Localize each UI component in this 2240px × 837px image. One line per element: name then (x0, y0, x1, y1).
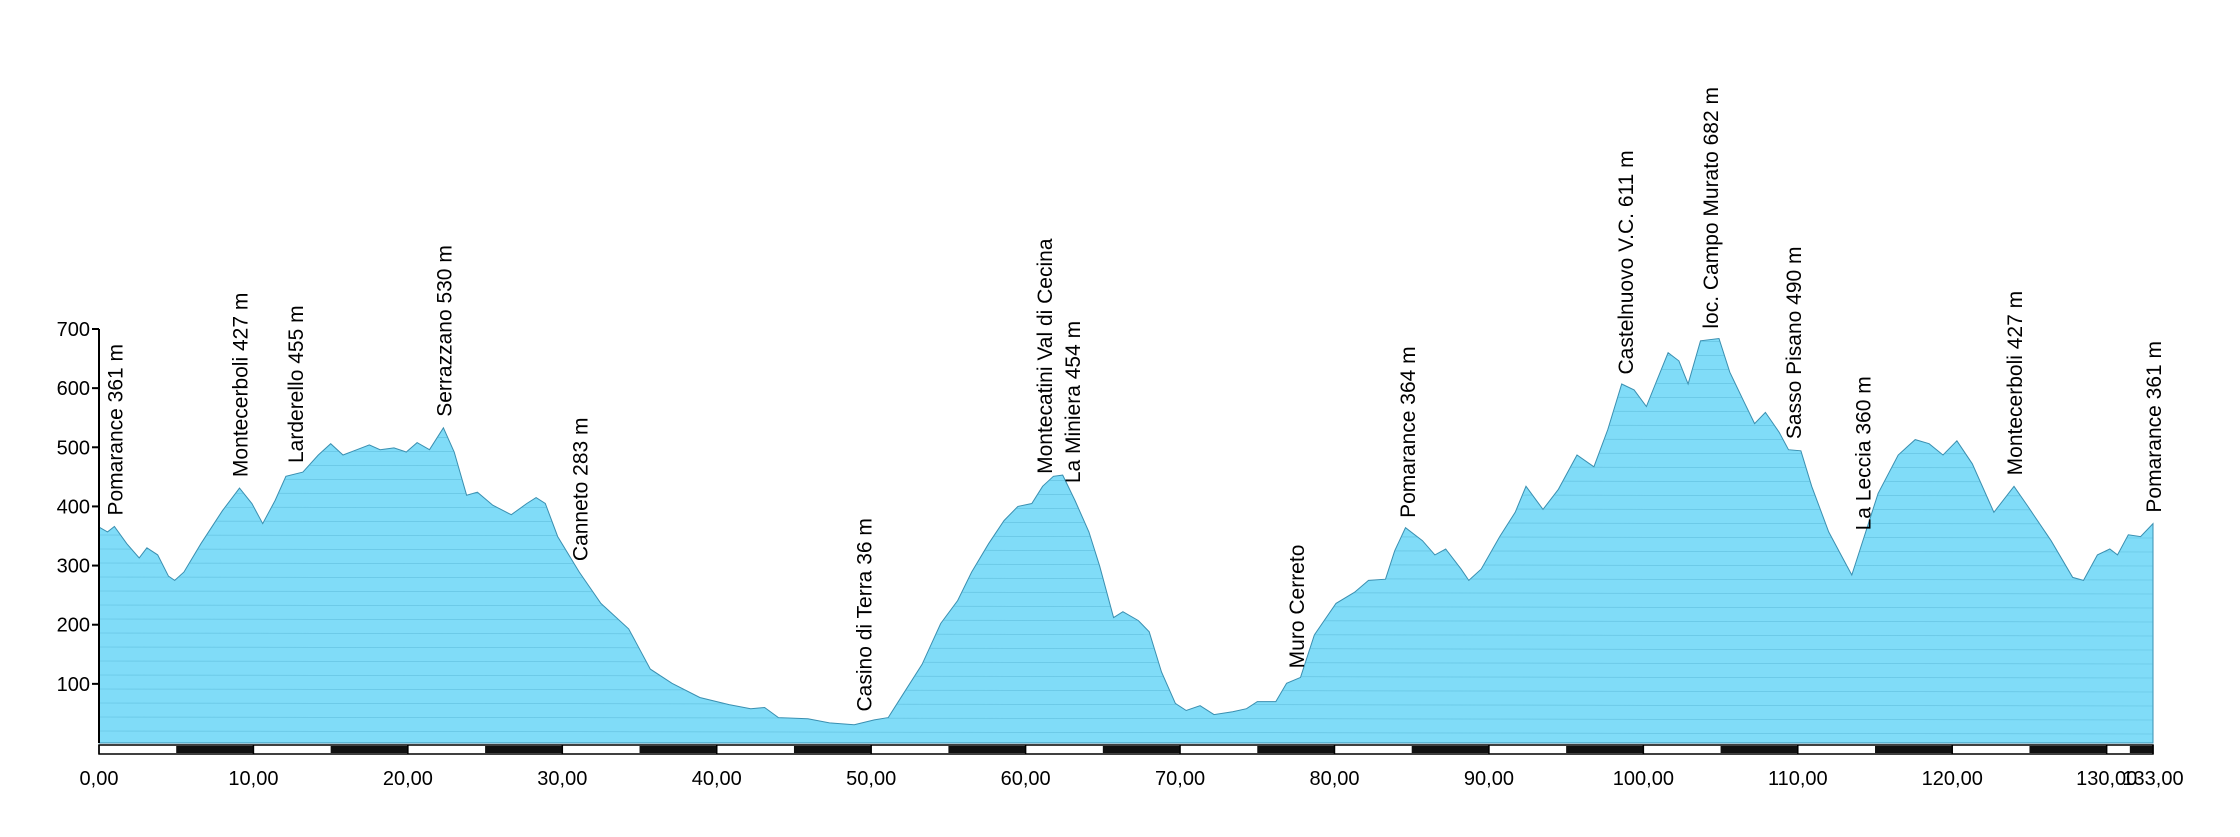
x-strip-segment (1875, 746, 1953, 753)
hatch (99, 422, 2153, 427)
x-tick-label: 80,00 (1309, 768, 1359, 790)
x-tick-label: 130,00 (2076, 768, 2137, 790)
y-tick-label: 300 (57, 556, 90, 578)
hatch (99, 646, 2153, 651)
x-tick-label: 40,00 (692, 768, 742, 790)
x-strip-segment (793, 746, 872, 753)
x-tick-label: 20,00 (383, 768, 433, 790)
x-strip-segment (1566, 746, 1644, 753)
x-tick-label: 30,00 (537, 768, 587, 790)
hatch (99, 366, 2153, 371)
x-tick-label: 50,00 (846, 768, 896, 790)
x-tick-label: 90,00 (1464, 768, 1514, 790)
x-strip-segment (330, 746, 408, 753)
x-tick-label: 70,00 (1155, 768, 1205, 790)
annotation: loc. Campo Murato 682 m (1700, 87, 1723, 329)
x-strip-segment (1720, 746, 1798, 753)
annotation: Larderello 455 m (285, 305, 308, 463)
y-tick-label: 200 (57, 615, 90, 637)
hatch (99, 352, 2153, 357)
annotation: La Miniera 454 m (1062, 321, 1085, 483)
hatch (99, 688, 2153, 693)
x-tick-label: 60,00 (1001, 768, 1051, 790)
x-strip-segment (639, 746, 717, 753)
hatch (99, 632, 2153, 637)
hatch (99, 730, 2153, 735)
y-tick-label: 600 (57, 378, 90, 400)
y-tick-label: 700 (57, 319, 90, 341)
x-tick-label: 120,00 (1922, 768, 1983, 790)
y-tick-label: 500 (57, 437, 90, 459)
hatch (99, 716, 2153, 721)
x-tick-label: 0,00 (80, 768, 119, 790)
hatch (99, 436, 2153, 441)
x-strip-segment (1257, 746, 1335, 753)
x-strip-segment (485, 746, 563, 753)
hatch (99, 338, 2153, 343)
x-strip-segment (2129, 746, 2153, 753)
x-strip-segment (948, 746, 1026, 753)
hatch (99, 408, 2153, 413)
annotation: Montecerboli 427 m (2004, 291, 2027, 475)
profile-area (98, 337, 2154, 744)
annotation: Castelnuovo V.C. 611 m (1615, 150, 1638, 374)
hatch (99, 394, 2153, 399)
annotation: Serrazzano 530 m (433, 245, 456, 417)
x-tick-label: 110,00 (1768, 768, 1828, 790)
x-strip-segment (176, 746, 254, 753)
x-tick-label: 10,00 (228, 768, 278, 790)
annotation: Sasso Pisano 490 m (1783, 246, 1806, 439)
annotation: Muro Cerreto (1286, 545, 1309, 669)
hatch (99, 618, 2153, 623)
annotation: Pomarance 361 m (104, 344, 127, 516)
annotation: Montecatini Val di Cecina (1034, 238, 1057, 474)
hatch (99, 702, 2153, 707)
y-tick-label: 400 (57, 496, 90, 518)
hatch (99, 380, 2153, 385)
x-strip-segment (1102, 746, 1181, 753)
hatch (99, 674, 2153, 679)
x-strip-segment (1411, 746, 1489, 753)
annotation: Canneto 283 m (569, 417, 592, 561)
annotation: Casino di Terra 36 m (853, 518, 876, 711)
y-tick-label: 100 (57, 674, 90, 696)
x-tick-label: 100,00 (1613, 768, 1674, 790)
annotation: La Leccia 360 m (1853, 376, 1876, 530)
annotation: Pomarance 364 m (1397, 346, 1420, 518)
annotation: Montecerboli 427 m (230, 293, 253, 477)
x-tick-label: 133,00 (2122, 768, 2183, 790)
hatch (99, 660, 2153, 665)
annotation: Pomarance 361 m (2143, 341, 2166, 513)
x-strip-segment (2029, 746, 2107, 753)
